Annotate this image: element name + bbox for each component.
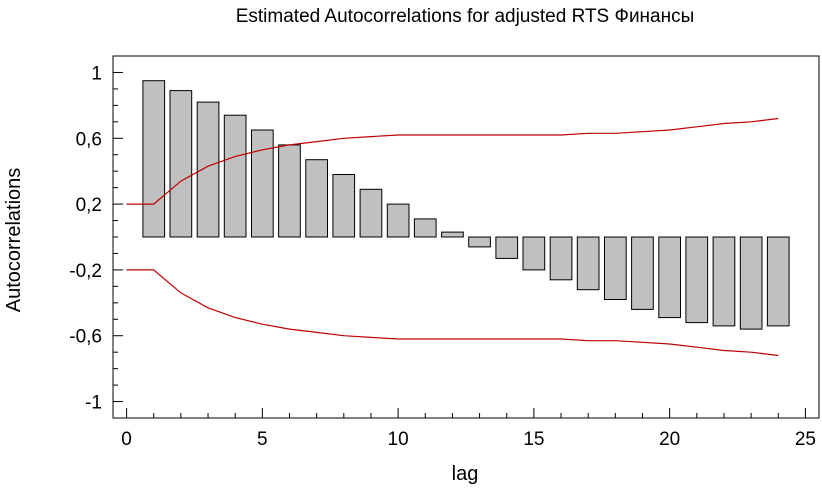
acf-bar-lag-21 xyxy=(685,236,709,324)
acf-bar-lag-20 xyxy=(658,236,681,319)
x-tick-label: 5 xyxy=(257,429,268,450)
acf-bar-lag-2 xyxy=(169,90,193,238)
acf-bar-lag-5 xyxy=(251,129,274,238)
y-tick-label: -0,2 xyxy=(69,261,102,282)
acf-bar-lag-18 xyxy=(604,236,627,300)
acf-bar-lag-10 xyxy=(386,203,410,238)
y-tick-label: 0,2 xyxy=(76,195,102,216)
acf-bar-lag-15 xyxy=(522,236,546,271)
acf-bar-lag-6 xyxy=(278,144,301,238)
acf-bar-lag-19 xyxy=(631,236,654,310)
acf-bar-lag-17 xyxy=(576,236,600,291)
acf-bar-lag-3 xyxy=(196,101,220,238)
x-tick-label: 15 xyxy=(523,429,544,450)
x-tick-label: 10 xyxy=(388,429,409,450)
chart-title: Estimated Autocorrelations for adjusted … xyxy=(236,6,695,27)
upper-limit-line xyxy=(126,117,779,205)
y-tick-label: 0,6 xyxy=(76,129,102,150)
y-axis: 1 0,6 0,2 -0,2 -0,6 -1 xyxy=(69,63,123,414)
acf-bar-lag-7 xyxy=(305,159,328,238)
acf-bar-lag-4 xyxy=(223,114,247,238)
acf-bar-lag-13 xyxy=(468,236,491,248)
y-tick-label: -0,6 xyxy=(69,327,102,348)
bars-group xyxy=(142,80,790,330)
x-tick-label: 20 xyxy=(659,429,680,450)
x-tick-label: 25 xyxy=(795,429,816,450)
y-tick-label: -1 xyxy=(85,393,102,414)
limits-group xyxy=(126,117,779,357)
x-axis-label: lag xyxy=(452,463,479,485)
acf-bar-lag-12 xyxy=(441,231,464,238)
acf-bar-lag-16 xyxy=(549,236,573,281)
y-axis-label: Autocorrelations xyxy=(3,168,25,313)
acf-bar-lag-22 xyxy=(712,236,736,327)
acf-bar-lag-24 xyxy=(766,236,790,327)
acf-bar-lag-8 xyxy=(332,174,356,238)
y-tick-label: 1 xyxy=(91,63,102,84)
lower-limit-line xyxy=(126,269,779,357)
acf-bar-lag-14 xyxy=(495,236,519,259)
x-tick-label: 0 xyxy=(121,429,132,450)
acf-bar-lag-1 xyxy=(142,80,166,238)
acf-bar-lag-11 xyxy=(413,218,437,238)
acf-bar-lag-23 xyxy=(739,236,763,330)
acf-bar-lag-9 xyxy=(359,188,383,238)
x-axis: 0 5 10 15 20 25 xyxy=(121,408,816,450)
